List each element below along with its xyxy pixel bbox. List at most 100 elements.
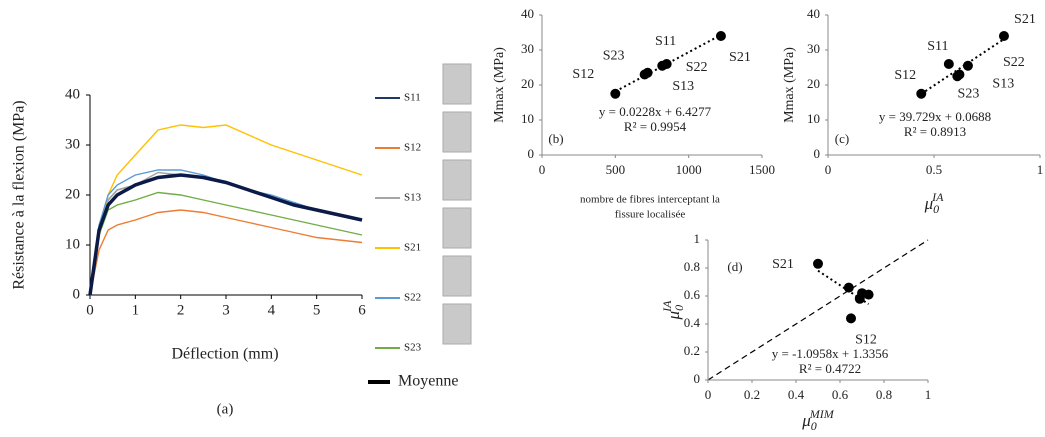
x-tick-label: 0.2	[744, 387, 760, 402]
axis-label: (a)	[217, 401, 234, 417]
x-tick-label: 3	[222, 302, 230, 318]
point-label: S21	[772, 257, 794, 272]
trend-equation: y = 39.729x + 0.0688	[879, 109, 991, 124]
point	[642, 67, 653, 78]
x-tick-label: 1000	[676, 162, 702, 177]
point-label: S11	[927, 39, 948, 54]
axis-label: μ0IA	[660, 300, 686, 321]
series-line	[89, 174, 363, 296]
point	[998, 31, 1009, 41]
point	[813, 258, 823, 269]
point	[962, 60, 973, 71]
x-tick-label: 4	[268, 302, 276, 318]
trend-r2: R² = 0.9954	[624, 119, 687, 134]
point	[916, 88, 927, 99]
specimen-photos	[442, 63, 472, 345]
label-base: μ	[801, 411, 811, 430]
point-label: S11	[655, 34, 676, 49]
y-tick-label: 30	[521, 41, 534, 56]
point	[843, 282, 854, 293]
legend-label: S11	[404, 92, 421, 104]
y-tick-label: 20	[807, 76, 820, 91]
point	[610, 88, 621, 99]
y-tick-label: 10	[521, 111, 534, 126]
y-tick-label: 20	[521, 76, 534, 91]
point-label: S22	[1003, 55, 1025, 70]
axis-label: Déflection (mm)	[171, 346, 278, 363]
axis-label: μ0IA	[924, 190, 945, 216]
y-tick-label: 40	[65, 86, 80, 102]
label-sup: IA	[931, 190, 944, 204]
label-base: μ	[664, 311, 683, 321]
label-sup: MIM	[809, 407, 835, 421]
label-sub: 0	[672, 305, 686, 311]
point-label: S13	[672, 79, 694, 94]
legend-label: S21	[404, 242, 421, 254]
x-tick-label: 0.4	[788, 387, 805, 402]
panel-label: (c)	[835, 131, 849, 146]
x-tick-label: 0.6	[832, 387, 849, 402]
point-label: S21	[729, 50, 751, 65]
series-line	[89, 124, 363, 296]
x-tick-label: 500	[606, 162, 626, 177]
x-tick-label: 2	[177, 302, 185, 318]
y-tick-label: 0.4	[684, 315, 701, 330]
x-tick-label: 5	[313, 302, 321, 318]
point-label: S21	[1014, 12, 1036, 27]
point	[846, 313, 856, 324]
y-tick-label: 40	[807, 6, 820, 21]
axis-label: Mmax (MPa)	[782, 47, 797, 123]
point-label: S13	[992, 76, 1014, 91]
point	[715, 31, 726, 41]
series-line	[89, 191, 363, 296]
point-label: S12	[894, 68, 916, 83]
x-tick-label: 0	[539, 162, 546, 177]
trend-equation: y = 0.0228x + 6.4277	[599, 104, 712, 119]
legend-label: S22	[404, 292, 421, 304]
point	[952, 71, 963, 82]
legend-label: Moyenne	[398, 373, 458, 390]
x-tick-label: 1	[925, 387, 932, 402]
x-tick-label: 0	[705, 387, 712, 402]
x-tick-label: 1	[132, 302, 140, 318]
y-tick-label: 0	[73, 286, 81, 302]
x-tick-label: 0.5	[926, 162, 942, 177]
panel-label: (b)	[548, 131, 563, 146]
x-tick-label: 6	[358, 302, 366, 318]
series-line	[89, 209, 363, 296]
trend-r2: R² = 0.4722	[799, 361, 861, 376]
y-tick-label: 30	[65, 136, 80, 152]
point-label: S12	[572, 67, 594, 82]
y-tick-label: 10	[807, 111, 820, 126]
y-tick-label: 0	[694, 371, 701, 386]
x-tick-label: 0.8	[876, 387, 892, 402]
point	[661, 59, 672, 69]
y-tick-label: 0	[528, 146, 535, 161]
y-tick-label: 30	[807, 41, 820, 56]
x-tick-label: 0	[86, 302, 94, 318]
x-tick-label: 0	[825, 162, 832, 177]
point-label: S23	[603, 49, 625, 64]
series-line	[89, 171, 363, 296]
y-tick-label: 0.6	[684, 287, 701, 302]
y-tick-label: 20	[65, 186, 80, 202]
y-tick-label: 0.2	[684, 343, 700, 358]
label-base: μ	[924, 194, 934, 213]
series-line	[88, 173, 363, 296]
identity-line	[707, 239, 929, 381]
point	[943, 59, 954, 69]
legend-label: S13	[404, 192, 422, 204]
axis-label: fissure localisée	[615, 209, 686, 221]
point-label: S23	[958, 87, 980, 102]
y-tick-label: 40	[521, 6, 534, 21]
legend-label: S23	[404, 342, 422, 354]
y-tick-label: 0	[814, 146, 821, 161]
y-tick-label: 1	[694, 231, 701, 246]
axis-label: μ0MIM	[801, 407, 835, 433]
label-sub: 0	[933, 202, 939, 216]
axis-label: Résistance à la flexion (MPa)	[11, 100, 28, 289]
point	[863, 289, 874, 300]
y-tick-label: 0.8	[684, 259, 700, 274]
y-tick-label: 10	[65, 236, 80, 252]
